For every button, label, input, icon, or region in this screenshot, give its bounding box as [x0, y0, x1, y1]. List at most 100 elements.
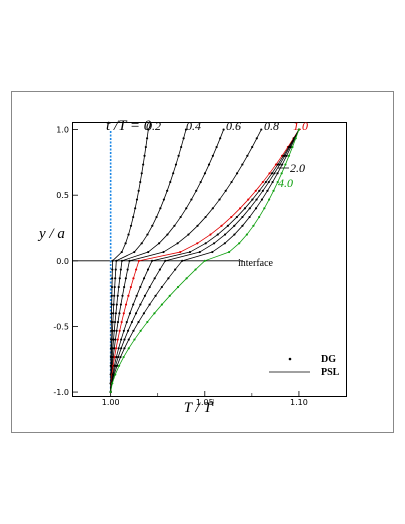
- series-point-t-0.2-16: [120, 250, 123, 254]
- series-point-t-0.6-14: [119, 268, 122, 271]
- series-point-t-4-2: [114, 373, 117, 376]
- series-point-t-2-24: [267, 180, 270, 184]
- series-point-t-0.4-17: [140, 242, 143, 245]
- series-point-t-0.4-14: [114, 268, 117, 271]
- series-point-t-4-10: [160, 303, 163, 306]
- series-point-t-0.8-18: [187, 233, 190, 236]
- series-point-t-2.8-4: [119, 355, 122, 359]
- series-point-t-4-24: [276, 180, 279, 184]
- series-point-t-0.4-28: [180, 145, 183, 149]
- series-point-t-1-8: [120, 320, 123, 324]
- series-point-t-1.4-5: [117, 347, 120, 350]
- series-point-t-0.4-30: [184, 128, 188, 131]
- series-point-t-4-29: [294, 137, 297, 140]
- series-point-t-0.2-17: [124, 242, 127, 245]
- series-point-t-0.2-29: [146, 137, 149, 140]
- series-point-t-0.6-11: [116, 294, 119, 297]
- series-point-t-2.8-21: [254, 207, 258, 210]
- series-point-t-4-23: [272, 189, 275, 192]
- series-point-t-0.8-28: [251, 145, 254, 149]
- series-point-t-4-26: [284, 163, 287, 166]
- series-point-t-0.8-12: [123, 285, 126, 289]
- series-point-t-2-17: [212, 242, 216, 245]
- series-point-t-0.8-10: [119, 303, 122, 306]
- series-point-t-4-12: [176, 285, 180, 289]
- series-point-t-4-11: [168, 294, 171, 297]
- series-point-t-0.2-22: [135, 198, 139, 201]
- series-point-t-0.6-15: [120, 259, 124, 262]
- series-point-t-1-19: [220, 224, 223, 227]
- series-point-t-0.4-29: [182, 137, 185, 140]
- series-point-t-1.4-21: [243, 207, 247, 210]
- series-point-t-1-7: [118, 329, 121, 332]
- series-point-t-2.8-23: [266, 189, 269, 192]
- series-point-t-1.4-8: [125, 320, 128, 324]
- series-point-t-2-11: [143, 294, 147, 297]
- series-point-t-0.4-10: [112, 303, 115, 306]
- series-point-t-2.8-20: [248, 215, 251, 219]
- series-point-t-0.8-25: [235, 172, 239, 175]
- series-point-t-2-25: [273, 172, 276, 175]
- series-point-t-2-6: [123, 338, 126, 341]
- series-point-t-0.8-8: [116, 320, 120, 324]
- series-point-t-4-17: [238, 242, 241, 245]
- series-point-t-0.8-29: [255, 137, 258, 140]
- series-point-t-4-5: [127, 347, 130, 350]
- legend-dg-label: DG: [321, 354, 336, 365]
- series-point-t-1-9: [122, 312, 125, 315]
- series-point-t-0.6-30: [222, 128, 225, 131]
- y-tick-label-1: 0.5: [56, 191, 69, 200]
- series-point-t-2-23: [261, 189, 264, 192]
- time-label-0.2: 0.2: [146, 119, 161, 133]
- series-point-t-0.6-25: [203, 172, 207, 175]
- series-point-t-0.2-24: [139, 180, 142, 184]
- series-point-t-4-22: [268, 198, 271, 201]
- series-point-t-2.8-7: [132, 329, 135, 332]
- series-point-t-2.8-25: [276, 172, 279, 175]
- series-point-t-2-22: [255, 198, 258, 201]
- series-point-t-0.4-26: [174, 163, 178, 166]
- series-point-t-0.2-25: [140, 172, 143, 175]
- series-point-t-2-7: [126, 329, 130, 332]
- series-point-t-0.4-11: [113, 294, 116, 297]
- series-point-t-1.4-16: [188, 250, 192, 254]
- series-point-t-2-5: [120, 347, 123, 350]
- series-point-t-4-9: [153, 312, 156, 315]
- series-point-t-1.4-13: [142, 277, 146, 280]
- series-point-t-4-25: [280, 172, 283, 175]
- series-point-t-2-3: [114, 364, 117, 367]
- series-point-t-1.4-7: [122, 329, 125, 332]
- series-point-t-0.8-27: [246, 154, 249, 157]
- series-point-t-0.4-12: [113, 285, 116, 289]
- y-tick-label-4: -1.0: [53, 388, 69, 397]
- series-point-t-0.8-15: [128, 259, 131, 262]
- series-point-t-0.6-12: [117, 285, 120, 289]
- series-point-t-0.8-24: [230, 180, 233, 184]
- series-point-t-1.4-6: [120, 338, 123, 341]
- series-point-t-0.6-7: [113, 329, 116, 332]
- series-point-t-2.8-6: [127, 338, 130, 341]
- series-point-t-0.2-13: [111, 277, 114, 280]
- series-point-t-1.4-25: [270, 172, 274, 175]
- x-tick-label-0: 1.00: [102, 398, 120, 407]
- series-point-t-4-6: [133, 338, 136, 341]
- series-point-t-1.4-22: [251, 198, 254, 201]
- series-point-t-1-25: [268, 172, 271, 175]
- series-point-t-2.8-3: [115, 364, 119, 367]
- series-point-t-0.2-19: [129, 224, 133, 227]
- series-point-t-0.4-20: [155, 215, 158, 219]
- series-point-t-2-4: [117, 355, 120, 359]
- series-point-t-0.4-15: [115, 259, 118, 262]
- series-point-t-4-8: [146, 320, 149, 324]
- series-point-t-0.6-26: [207, 163, 211, 166]
- series-point-t-0.8-19: [196, 224, 199, 227]
- series-point-t-1-17: [196, 242, 199, 245]
- series-point-t-1.4-11: [135, 294, 138, 297]
- series-point-t-1.4-20: [235, 215, 238, 219]
- series-point-t-0.4-18: [146, 233, 149, 236]
- series-point-t-0.8-14: [126, 268, 129, 271]
- series-point-t-2-15: [164, 259, 167, 262]
- series-point-t-1.4-9: [128, 312, 132, 315]
- series-point-t-0.6-20: [179, 215, 182, 219]
